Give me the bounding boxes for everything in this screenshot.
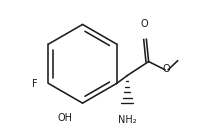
Text: F: F	[32, 79, 38, 89]
Text: OH: OH	[58, 113, 73, 123]
Text: O: O	[141, 19, 149, 29]
Text: O: O	[163, 64, 170, 74]
Text: NH₂: NH₂	[118, 115, 136, 125]
